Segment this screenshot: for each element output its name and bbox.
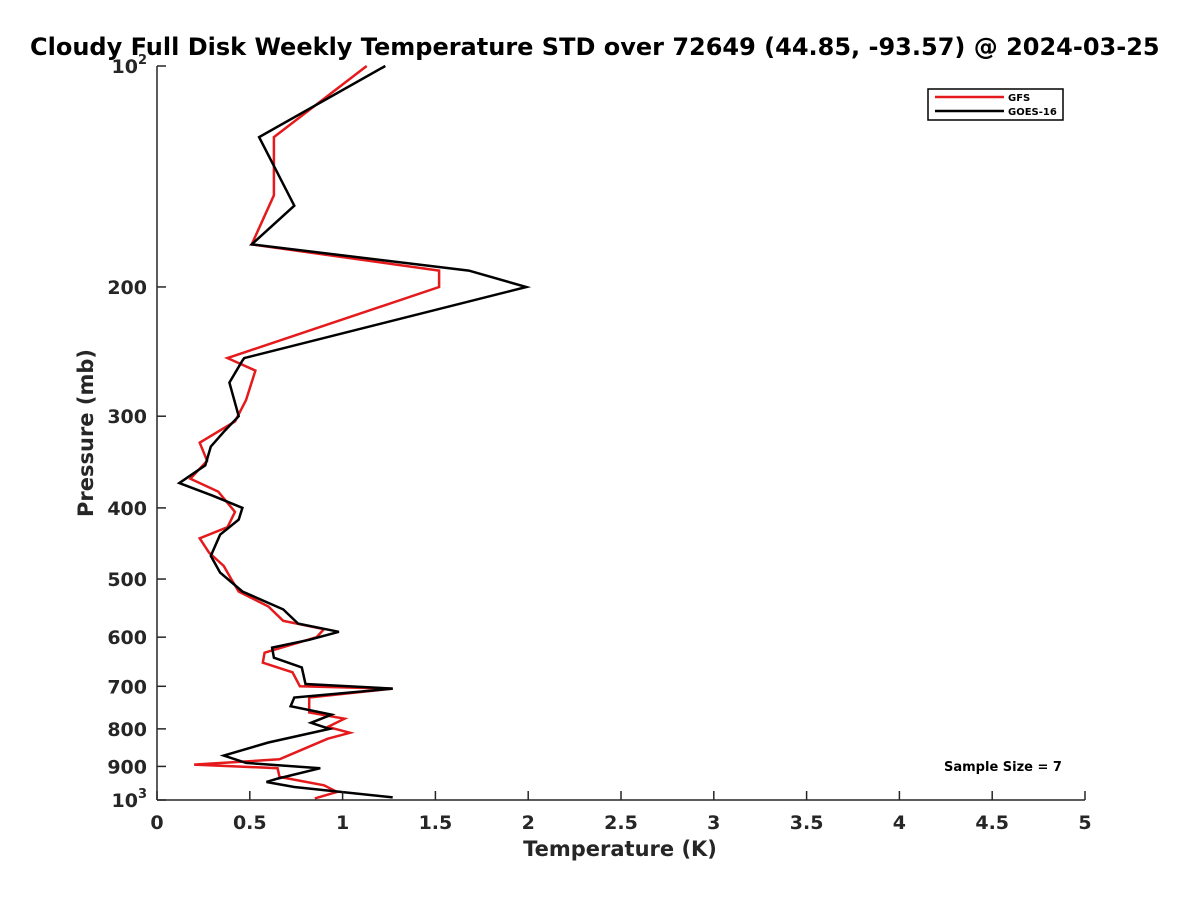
axes-layer: 0 0.5 1 1.5 2 2.5 3 3.5 4 4.5 5 102 200 300 400 500 600 7… [107,53,1091,834]
x-tick-label: 5 [1078,812,1091,834]
x-tick-label: 3 [707,812,720,834]
y-tick-label: 200 [107,277,147,299]
x-tick-label: 2 [522,812,535,834]
y-tick-label: 700 [107,676,147,698]
chart-title: Cloudy Full Disk Weekly Temperature STD … [30,33,1160,61]
y-tick-label: 400 [107,498,147,520]
series-line-gfs [188,65,441,800]
y-tick-label: 600 [107,627,147,649]
x-tick-label: 0.5 [233,812,267,834]
x-tick-label: 3.5 [790,812,824,834]
legend-label-goes16: GOES-16 [1008,107,1057,118]
legend: GFS GOES-16 [927,88,1064,121]
series-line-goes16 [176,64,532,799]
x-axis-label: Temperature (K) [523,837,717,861]
legend-label-gfs: GFS [1008,93,1030,104]
x-tick-label: 4.5 [975,812,1009,834]
y-tick-label: 800 [107,719,147,741]
y-tick-label: 500 [107,569,147,591]
legend-box [927,88,1064,121]
y-axis-label: Pressure (mb) [74,349,98,517]
x-tick-label: 1.5 [419,812,453,834]
y-tick-label: 102 [112,53,148,78]
y-tick-label: 300 [107,406,147,428]
x-tick-label: 4 [893,812,906,834]
plot-layer [176,64,532,800]
x-tick-label: 2.5 [604,812,638,834]
x-tick-label: 0 [150,812,163,834]
x-tick-label: 1 [336,812,349,834]
text-layer: Cloudy Full Disk Weekly Temperature STD … [30,33,1160,861]
sample-size-annotation: Sample Size = 7 [944,760,1062,775]
y-tick-label: 103 [112,787,148,812]
y-tick-label: 900 [107,756,147,778]
